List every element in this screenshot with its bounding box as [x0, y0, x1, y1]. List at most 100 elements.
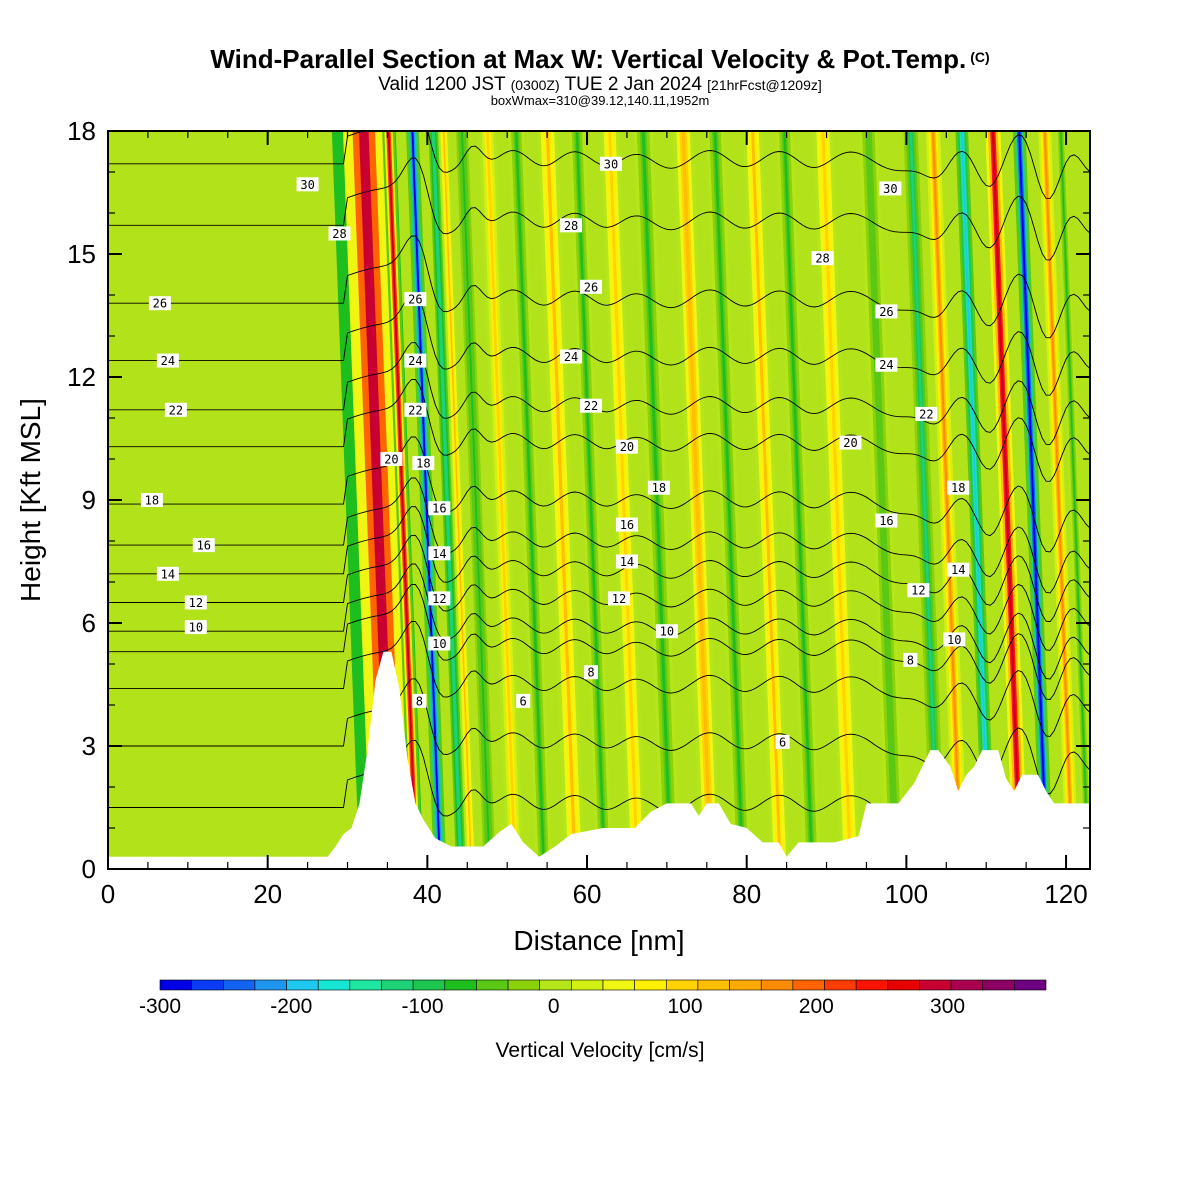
- forecast-info: [21hrFcst@1209z]: [707, 77, 822, 93]
- colorbar-swatch: [222, 979, 256, 991]
- contour-label-30: 30: [296, 177, 319, 192]
- colorbar: -300 -200 -100 0 100 200 300: [139, 979, 1047, 1018]
- contour-label-text: 18: [145, 494, 159, 508]
- contour-label-18: 18: [647, 480, 670, 495]
- contour-label-text: 8: [907, 653, 914, 667]
- contour-label-box: [839, 435, 862, 450]
- contour-label-box: [192, 538, 215, 553]
- contour-label-12: 12: [607, 591, 630, 606]
- contour-label-box: [156, 566, 179, 581]
- vertical-velocity-field: [108, 131, 1090, 869]
- contour-label-text: 20: [620, 440, 634, 454]
- colorbar-swatch: [982, 979, 1015, 991]
- colorbar-swatch: [476, 979, 509, 991]
- copyright-mark: (C): [970, 49, 990, 65]
- y-tick-label: 6: [82, 608, 96, 638]
- contour-label-text: 10: [189, 621, 203, 635]
- contour-label-text: 28: [564, 219, 578, 233]
- colorbar-swatch: [1014, 979, 1047, 991]
- contour-label-22: 22: [580, 398, 603, 413]
- isentrope-line: [108, 235, 1090, 339]
- colorbar-swatch: [381, 979, 414, 991]
- contour-label-text: 22: [919, 407, 933, 421]
- contour-label-6: 6: [516, 693, 531, 708]
- contour-label-box: [580, 279, 603, 294]
- contour-label-text: 18: [652, 481, 666, 495]
- contour-label-text: 16: [620, 518, 634, 532]
- colorbar-swatch: [571, 979, 604, 991]
- isentrope-line: [108, 534, 1090, 651]
- x-tick-label: 120: [1044, 879, 1087, 909]
- contour-label-box: [947, 480, 970, 495]
- contour-label-text: 28: [332, 227, 346, 241]
- contour-label-26: 26: [875, 304, 898, 319]
- x-tick-label: 100: [885, 879, 928, 909]
- contour-label-box: [404, 292, 427, 307]
- contour-label-box: [428, 546, 451, 561]
- isentrope-line: [108, 620, 1090, 737]
- contour-label-10: 10: [943, 632, 966, 647]
- contour-label-6: 6: [775, 734, 790, 749]
- colorbar-swatch: [412, 979, 446, 991]
- colorbar-swatch: [317, 979, 351, 991]
- contour-label-text: 30: [604, 157, 618, 171]
- colorbar-swatch: [729, 979, 762, 991]
- contour-label-text: 26: [153, 297, 167, 311]
- contour-label-text: 30: [300, 178, 314, 192]
- contour-label-16: 16: [192, 538, 215, 553]
- contour-label-text: 12: [911, 584, 925, 598]
- colorbar-swatch: [697, 979, 730, 991]
- contour-label-text: 18: [416, 457, 430, 471]
- velocity-band: [575, 131, 606, 869]
- colorbar-swatch: [919, 979, 952, 991]
- velocity-band: [432, 131, 462, 869]
- contour-label-text: 10: [432, 637, 446, 651]
- chart-title: Wind-Parallel Section at Max W: Vertical…: [0, 44, 1200, 75]
- contour-label-box: [156, 353, 179, 368]
- contour-label-text: 20: [384, 453, 398, 467]
- contour-label-box: [943, 632, 966, 647]
- contour-label-text: 22: [408, 403, 422, 417]
- contour-label-box: [907, 583, 930, 598]
- x-tick-label: 20: [253, 879, 282, 909]
- contour-label-text: 30: [883, 182, 897, 196]
- contour-label-8: 8: [412, 693, 427, 708]
- terrain-shape: [108, 651, 1090, 869]
- contour-label-text: 20: [843, 436, 857, 450]
- contour-label-20: 20: [380, 452, 403, 467]
- contour-label-box: [879, 181, 902, 196]
- colorbar-swatch: [507, 979, 541, 991]
- velocity-band: [1018, 131, 1048, 869]
- contour-label-text: 24: [161, 354, 175, 368]
- velocity-band: [783, 131, 814, 869]
- contour-label-box: [775, 734, 790, 749]
- y-tick-label: 12: [67, 362, 96, 392]
- contour-label-10: 10: [655, 624, 678, 639]
- contour-label-box: [915, 406, 938, 421]
- contour-label-box: [811, 251, 834, 266]
- isentrope-line: [108, 563, 1090, 680]
- contour-label-text: 16: [879, 514, 893, 528]
- contour-label-text: 16: [432, 502, 446, 516]
- contour-label-box: [607, 591, 630, 606]
- contour-label-30: 30: [599, 156, 622, 171]
- colorbar-swatch: [855, 979, 889, 991]
- contour-label-text: 8: [587, 666, 594, 680]
- contour-label-10: 10: [428, 636, 451, 651]
- contour-label-box: [148, 296, 171, 311]
- colorbar-swatch: [760, 979, 794, 991]
- x-axis-title: Distance [nm]: [513, 925, 684, 956]
- contour-label-20: 20: [839, 435, 862, 450]
- contour-label-14: 14: [615, 554, 638, 569]
- velocity-band: [1043, 131, 1074, 869]
- contour-label-22: 22: [164, 402, 187, 417]
- y-tick-label: 3: [82, 731, 96, 761]
- contour-label-box: [412, 693, 427, 708]
- contour-label-24: 24: [875, 357, 898, 372]
- contour-label-14: 14: [156, 566, 179, 581]
- contour-label-text: 10: [660, 625, 674, 639]
- contour-label-box: [599, 156, 622, 171]
- y-tick-label: 0: [82, 854, 96, 884]
- valid-time-jst: Valid 1200 JST: [378, 74, 506, 95]
- colorbar-swatch: [602, 979, 635, 991]
